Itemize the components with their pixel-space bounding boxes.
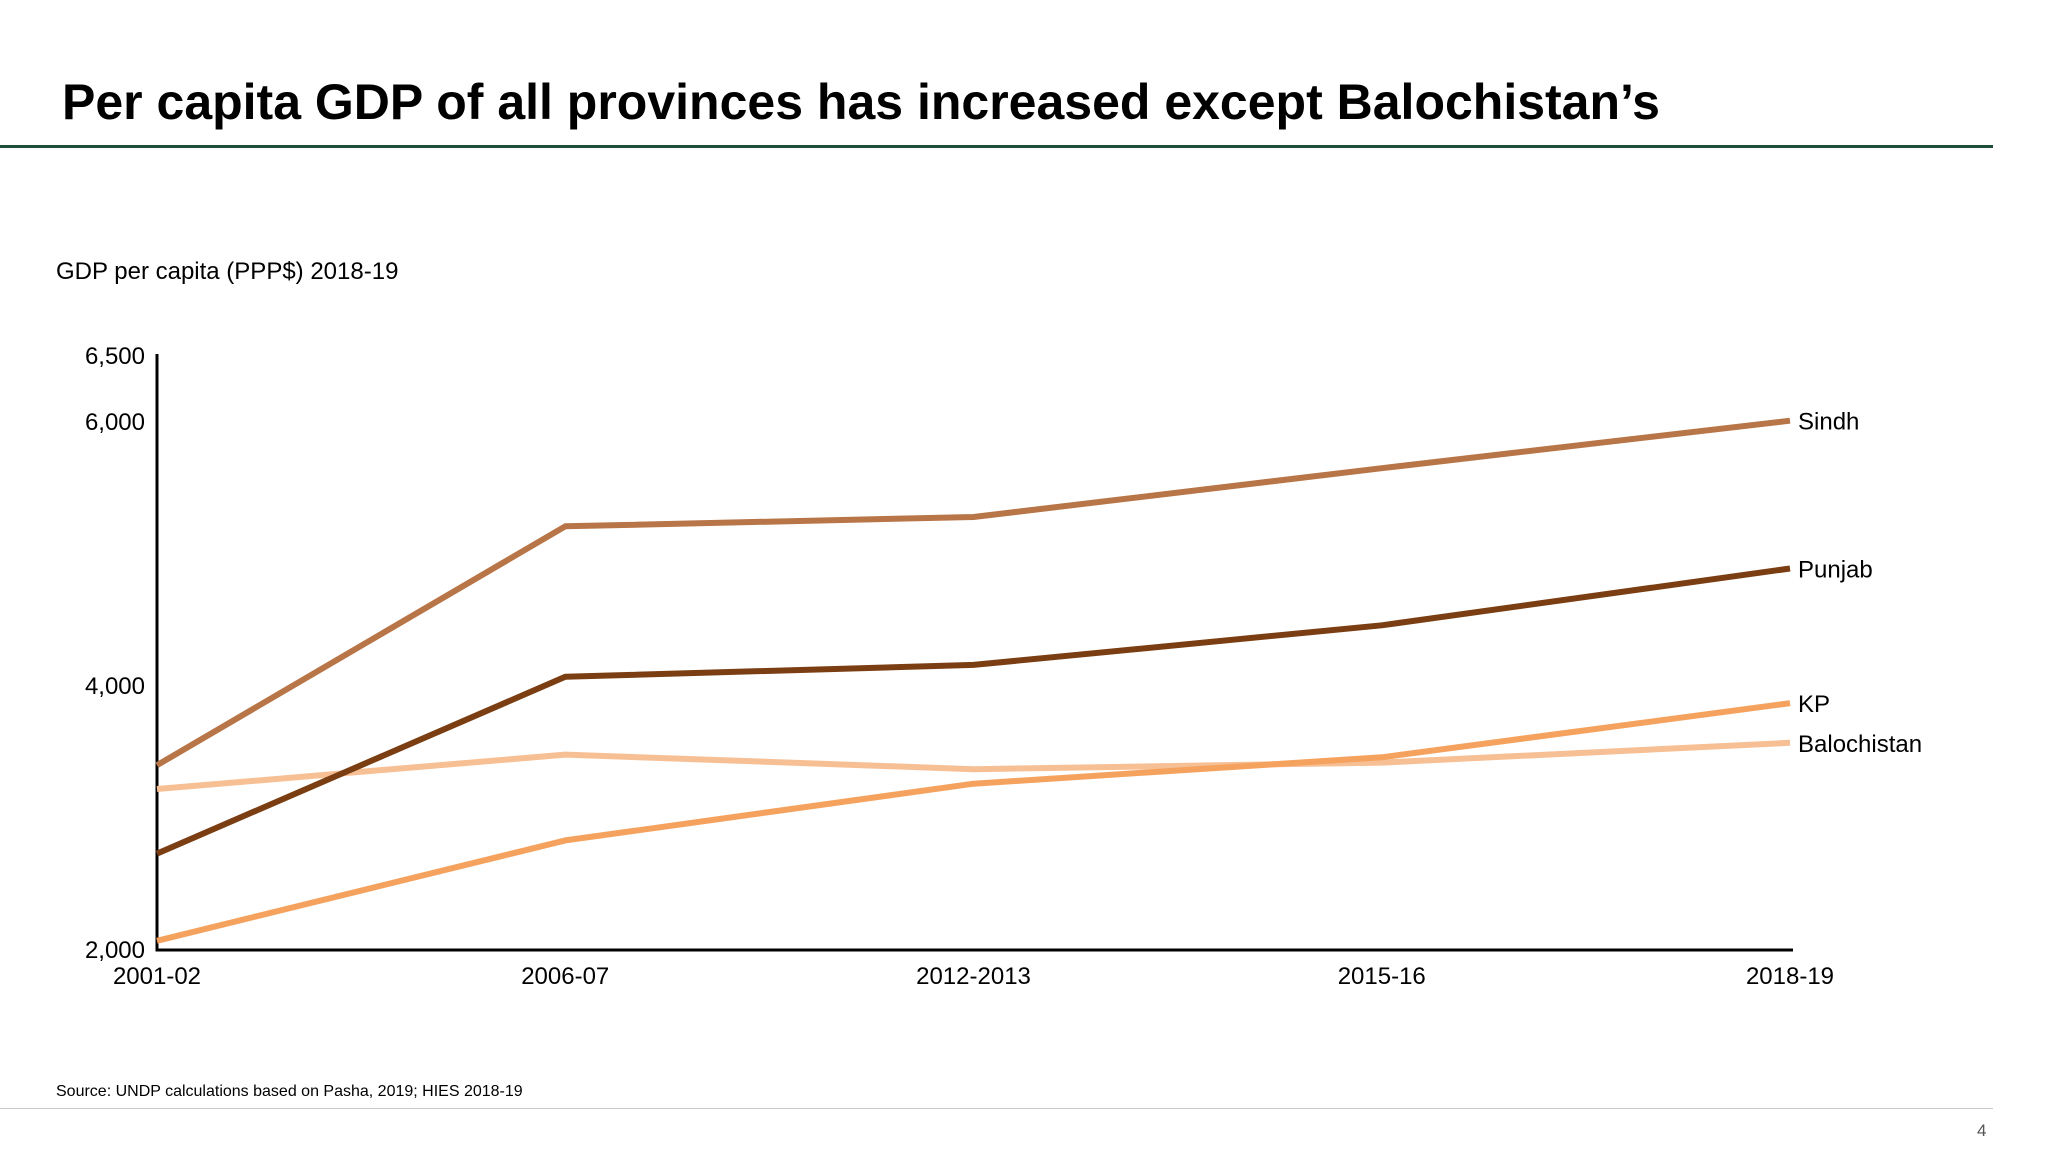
series-label-punjab: Punjab bbox=[1798, 557, 1873, 584]
y-tick-label: 6,500 bbox=[85, 343, 145, 370]
y-tick-label: 2,000 bbox=[85, 937, 145, 964]
x-tick-label: 2006-07 bbox=[521, 963, 609, 990]
footer-divider bbox=[0, 1108, 1993, 1109]
chart-title: GDP per capita (PPP$) 2018-19 bbox=[56, 258, 399, 285]
series-label-balochistan: Balochistan bbox=[1798, 731, 1922, 758]
x-tick-label: 2012-2013 bbox=[916, 963, 1031, 990]
title-divider bbox=[0, 145, 1993, 148]
series-line-balochistan bbox=[156, 739, 1791, 792]
series-label-kp: KP bbox=[1798, 691, 1830, 718]
x-tick-label: 2001-02 bbox=[113, 963, 201, 990]
x-tick-label: 2015-16 bbox=[1338, 963, 1426, 990]
y-tick-label: 4,000 bbox=[85, 673, 145, 700]
page-number: 4 bbox=[1977, 1121, 1987, 1140]
series-label-sindh: Sindh bbox=[1798, 409, 1859, 436]
series-line-kp bbox=[156, 700, 1791, 944]
series-line-punjab bbox=[155, 565, 1791, 857]
slide-title: Per capita GDP of all provinces has incr… bbox=[62, 74, 1660, 130]
y-tick-label: 6,000 bbox=[85, 409, 145, 436]
source-note: Source: UNDP calculations based on Pasha… bbox=[56, 1083, 523, 1100]
x-tick-label: 2018-19 bbox=[1746, 963, 1834, 990]
series-line-sindh bbox=[155, 417, 1791, 768]
